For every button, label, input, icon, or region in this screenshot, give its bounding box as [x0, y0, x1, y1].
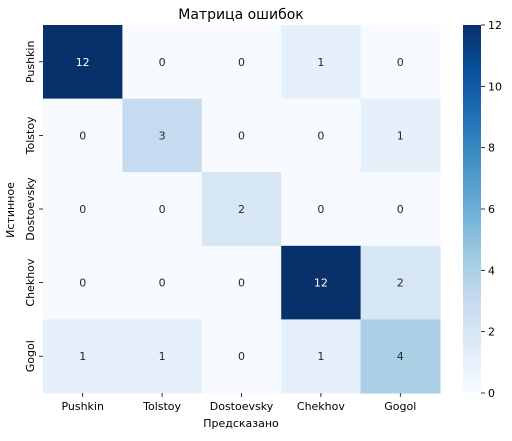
heatmap-cell — [360, 172, 441, 247]
colorbar-tick-label: 4 — [488, 264, 495, 277]
colorbar-gradient — [463, 25, 481, 393]
x-tick-label: Tolstoy — [142, 400, 181, 413]
cell-value-label: 2 — [238, 203, 245, 216]
heatmap-cell — [43, 25, 123, 100]
cell-value-label: 3 — [159, 129, 166, 142]
y-tick-label: Dostoevsky — [24, 177, 37, 241]
y-tick-label: Tolstoy — [24, 116, 37, 155]
cell-value-label: 0 — [317, 129, 324, 142]
colorbar-tick-label: 12 — [488, 19, 502, 32]
cell-value-label: 0 — [397, 203, 404, 216]
cell-value-label: 12 — [314, 277, 328, 290]
heatmap-cells: 12 0 0 1 0 0 3 0 0 1 0 0 2 0 0 0 0 0 12 2 1 1 0 1 4 — [43, 25, 441, 394]
cell-value-label: 1 — [159, 350, 166, 363]
heatmap-cell — [43, 172, 123, 247]
colorbar-tick-label: 2 — [488, 326, 495, 339]
cell-value-label: 0 — [238, 277, 245, 290]
heatmap-cell — [360, 245, 441, 320]
heatmap-cell — [122, 25, 203, 100]
cell-value-label: 0 — [238, 350, 245, 363]
heatmap-cell — [201, 98, 282, 173]
colorbar: 0 2 4 6 8 10 12 — [463, 19, 502, 400]
x-tick-label: Dostoevsky — [210, 400, 274, 413]
cell-value-label: 4 — [397, 350, 404, 363]
x-tick-label: Gogol — [384, 400, 416, 413]
heatmap-cell — [360, 98, 441, 173]
y-axis-label: Истинное — [4, 182, 17, 238]
cell-value-label: 1 — [79, 350, 86, 363]
cell-value-label: 1 — [317, 350, 324, 363]
heatmap-cell — [122, 172, 203, 247]
heatmap-cell — [201, 245, 282, 320]
y-tick-label: Pushkin — [24, 41, 37, 84]
heatmap-cell — [281, 245, 362, 320]
heatmap-cell — [360, 319, 441, 394]
colorbar-tick-label: 10 — [488, 80, 502, 93]
cell-value-label: 0 — [79, 129, 86, 142]
heatmap-cell — [281, 319, 362, 394]
cell-value-label: 0 — [79, 203, 86, 216]
y-tick-label: Chekhov — [24, 258, 37, 306]
heatmap-cell — [122, 319, 203, 394]
heatmap-cell — [360, 25, 441, 100]
cell-value-label: 0 — [159, 203, 166, 216]
cell-value-label: 0 — [79, 277, 86, 290]
heatmap-cell — [201, 319, 282, 394]
cell-value-label: 0 — [159, 277, 166, 290]
cell-value-label: 0 — [238, 129, 245, 142]
heatmap-cell — [281, 98, 362, 173]
colorbar-tick-label: 6 — [488, 203, 495, 216]
heatmap-cell — [43, 98, 123, 173]
heatmap-cell — [201, 172, 282, 247]
y-tick-label: Gogol — [24, 340, 37, 372]
cell-value-label: 1 — [317, 56, 324, 69]
x-axis-label: Предсказано — [203, 417, 279, 430]
cell-value-label: 1 — [397, 129, 404, 142]
chart-title: Матрица ошибок — [178, 7, 304, 23]
cell-value-label: 2 — [397, 277, 404, 290]
cell-value-label: 0 — [317, 203, 324, 216]
x-axis-ticks: Pushkin Tolstoy Dostoevsky Chekhov Gogol — [61, 393, 416, 413]
x-tick-label: Chekhov — [297, 400, 345, 413]
heatmap-cell — [122, 245, 203, 320]
colorbar-tick-label: 0 — [488, 387, 495, 400]
heatmap-cell — [122, 98, 203, 173]
heatmap-cell — [43, 245, 123, 320]
y-axis-ticks: Pushkin Tolstoy Dostoevsky Chekhov Gogol — [24, 41, 43, 372]
cell-value-label: 12 — [76, 56, 90, 69]
heatmap-cell — [281, 172, 362, 247]
cell-value-label: 0 — [159, 56, 166, 69]
x-tick-label: Pushkin — [61, 400, 104, 413]
colorbar-tick-label: 8 — [488, 142, 495, 155]
cell-value-label: 0 — [397, 56, 404, 69]
cell-value-label: 0 — [238, 56, 245, 69]
heatmap-cell — [201, 25, 282, 100]
heatmap-cell — [43, 319, 123, 394]
heatmap-cell — [281, 25, 362, 100]
